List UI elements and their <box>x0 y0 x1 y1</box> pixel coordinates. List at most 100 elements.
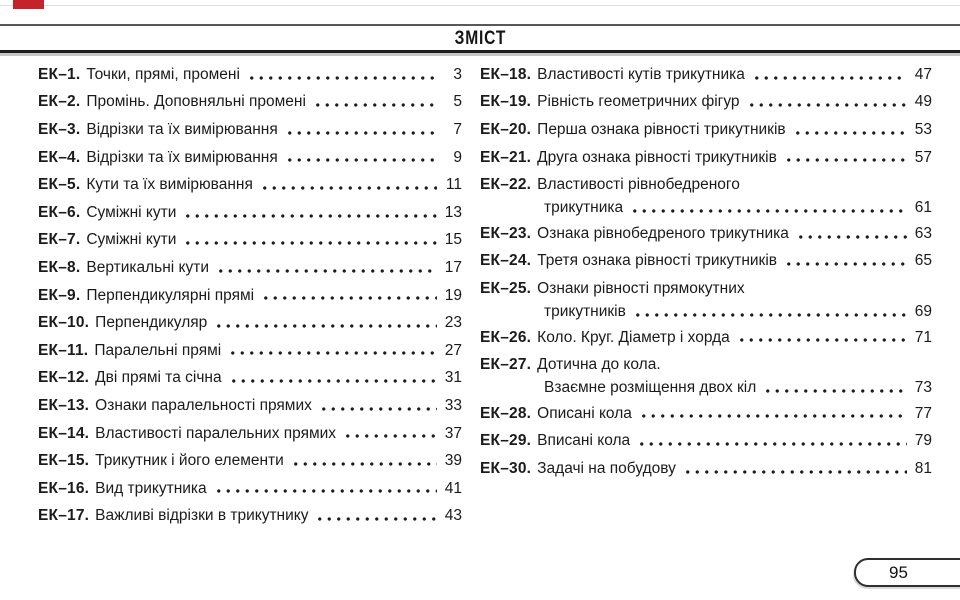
toc-entry: ЕК–18. Властивості кутів трикутника 47 <box>480 61 932 89</box>
entry-title: Дотична до кола. <box>537 356 661 374</box>
entry-title: Відрізки та їх вимірювання <box>86 148 278 166</box>
toc-entry-line: ЕК–26. Коло. Круг. Діаметр і хорда 71 <box>480 324 932 352</box>
dot-leader <box>680 461 907 477</box>
toc-entry-line: ЕК–29. Вписані кола 79 <box>480 428 932 456</box>
entry-page: 57 <box>914 148 932 166</box>
toc-entry: ЕК–5. Кути та їх вимірювання 11 <box>38 171 462 199</box>
toc-entry: ЕК–1. Точки, прямі, промені 3 <box>38 61 462 89</box>
header-rule-bottom <box>0 50 960 53</box>
entry-title: Вертикальні кути <box>86 258 209 276</box>
dot-leader <box>282 122 437 138</box>
table-of-contents: ЕК–1. Точки, прямі, промені 3 ЕК–2. Промінь.… <box>38 61 932 530</box>
toc-entry-line: ЕК–9. Перпендикулярні прямі 19 <box>38 282 462 310</box>
entry-title: Перпендикулярні прямі <box>86 286 255 304</box>
entry-number: ЕК–5. <box>38 176 81 194</box>
entry-page: 63 <box>914 224 932 242</box>
entry-title: Відрізки та їх вимірювання <box>86 120 278 138</box>
dot-leader <box>749 67 907 83</box>
entry-number: ЕК–26. <box>480 328 532 346</box>
toc-entry: ЕК–28. Описані кола 77 <box>480 400 932 428</box>
toc-entry: ЕК–14. Властивості паралельних прямих 37 <box>38 420 462 448</box>
toc-entry: ЕК–26. Коло. Круг. Діаметр і хорда 71 <box>480 324 932 352</box>
entry-number: ЕК–18. <box>480 65 532 83</box>
dot-leader <box>628 200 907 216</box>
entry-number: ЕК–30. <box>480 459 532 477</box>
dot-leader <box>316 398 437 414</box>
toc-entry-line-2: Взаємне розміщення двох кіл 73 <box>480 376 932 400</box>
entry-page: 5 <box>453 93 462 111</box>
red-corner-mark <box>13 0 44 9</box>
entry-title: Перша ознака рівності трикутників <box>537 120 786 138</box>
entry-number: ЕК–14. <box>38 424 90 442</box>
toc-entry-line: ЕК–16. Вид трикутника 41 <box>38 475 462 503</box>
entry-page: 49 <box>914 93 932 111</box>
toc-entry: ЕК–17. Важливі відрізки в трикутнику 43 <box>38 503 462 531</box>
toc-entry-line: ЕК–21. Друга ознака рівності трикутників 5… <box>480 144 932 172</box>
dot-leader <box>630 304 907 320</box>
entry-number: ЕК–15. <box>38 452 90 470</box>
entry-number: ЕК–9. <box>38 286 81 304</box>
entry-number: ЕК–13. <box>38 396 90 414</box>
toc-entry: ЕК–10. Перпендикуляр 23 <box>38 309 462 337</box>
entry-page: 77 <box>914 404 932 422</box>
entry-page: 19 <box>444 286 462 304</box>
dot-leader <box>761 380 907 396</box>
entry-number: ЕК–28. <box>480 404 532 422</box>
entry-page: 17 <box>444 258 462 276</box>
entry-page: 53 <box>914 120 932 138</box>
toc-entry: ЕК–2. Промінь. Доповняльні промені 5 <box>38 89 462 117</box>
entry-title: Задачі на побудову <box>537 459 676 477</box>
toc-entry-line: ЕК–13. Ознаки паралельності прямих 33 <box>38 392 462 420</box>
toc-entry-line: ЕК–19. Рівність геометричних фігур 49 <box>480 89 932 117</box>
entry-page: 81 <box>914 459 932 477</box>
entry-number: ЕК–25. <box>480 279 532 297</box>
entry-page: 61 <box>914 198 932 216</box>
dot-leader <box>226 370 437 387</box>
toc-entry-line: ЕК–18. Властивості кутів трикутника 47 <box>480 61 932 89</box>
entry-page: 65 <box>914 252 932 270</box>
dot-leader <box>781 149 907 166</box>
dot-leader <box>790 122 907 138</box>
entry-page: 41 <box>444 479 462 497</box>
entry-page: 23 <box>444 314 462 332</box>
toc-column-left: ЕК–1. Точки, прямі, промені 3 ЕК–2. Промінь.… <box>38 61 462 530</box>
toc-entry-line: ЕК–11. Паралельні прямі 27 <box>38 337 462 365</box>
toc-entry-line: ЕК–4. Відрізки та їх вимірювання 9 <box>38 144 462 172</box>
entry-page: 47 <box>914 65 932 83</box>
entry-title: Третя ознака рівності трикутників <box>537 252 778 270</box>
toc-entry-line: ЕК–3. Відрізки та їх вимірювання 7 <box>38 116 462 144</box>
entry-number: ЕК–22. <box>480 176 532 194</box>
entry-page: 11 <box>445 176 462 194</box>
page-number: 95 <box>889 562 908 582</box>
dot-leader <box>211 480 437 497</box>
toc-entry-line: ЕК–23. Ознака рівнобедреного трикутника 63 <box>480 220 932 248</box>
entry-title: Перпендикуляр <box>95 314 208 332</box>
entry-title: Рівність геометричних фігур <box>537 93 740 111</box>
entry-title: Ознака рівнобедреного трикутника <box>537 224 789 242</box>
dot-leader <box>226 342 437 359</box>
toc-entry: ЕК–12. Дві прямі та січна 31 <box>38 365 462 393</box>
dot-leader <box>793 226 907 242</box>
entry-page: 43 <box>444 507 462 525</box>
toc-entry-line: ЕК–17. Важливі відрізки в трикутнику 43 <box>38 503 462 531</box>
entry-number: ЕК–23. <box>480 224 532 242</box>
toc-entry: ЕК–29. Вписані кола 79 <box>480 428 932 456</box>
entry-number: ЕК–7. <box>38 231 81 249</box>
toc-entry-line: ЕК–7. Суміжні кути 15 <box>38 227 462 255</box>
entry-title: Промінь. Доповняльні промені <box>86 93 306 111</box>
toc-entry: ЕК–23. Ознака рівнобедреного трикутника 63 <box>480 220 932 248</box>
toc-entry: ЕК–8. Вертикальні кути 17 <box>38 254 462 282</box>
dot-leader <box>782 253 907 270</box>
entry-title: Кути та їх вимірювання <box>86 176 253 194</box>
toc-entry-line-2: трикутника 61 <box>480 196 932 220</box>
entry-title-continued: трикутників <box>544 302 626 320</box>
toc-entry-line: ЕК–8. Вертикальні кути 17 <box>38 254 462 282</box>
entry-number: ЕК–11. <box>38 341 89 359</box>
dot-leader <box>310 94 437 111</box>
toc-entry-line: ЕК–27. Дотична до кола. <box>480 351 932 379</box>
toc-entry-line: ЕК–30. Задачі на побудову 81 <box>480 455 932 483</box>
entry-title: Суміжні кути <box>86 231 177 249</box>
entry-page: 73 <box>914 378 932 396</box>
header-rule-top <box>0 24 960 26</box>
entry-page: 31 <box>444 369 462 387</box>
